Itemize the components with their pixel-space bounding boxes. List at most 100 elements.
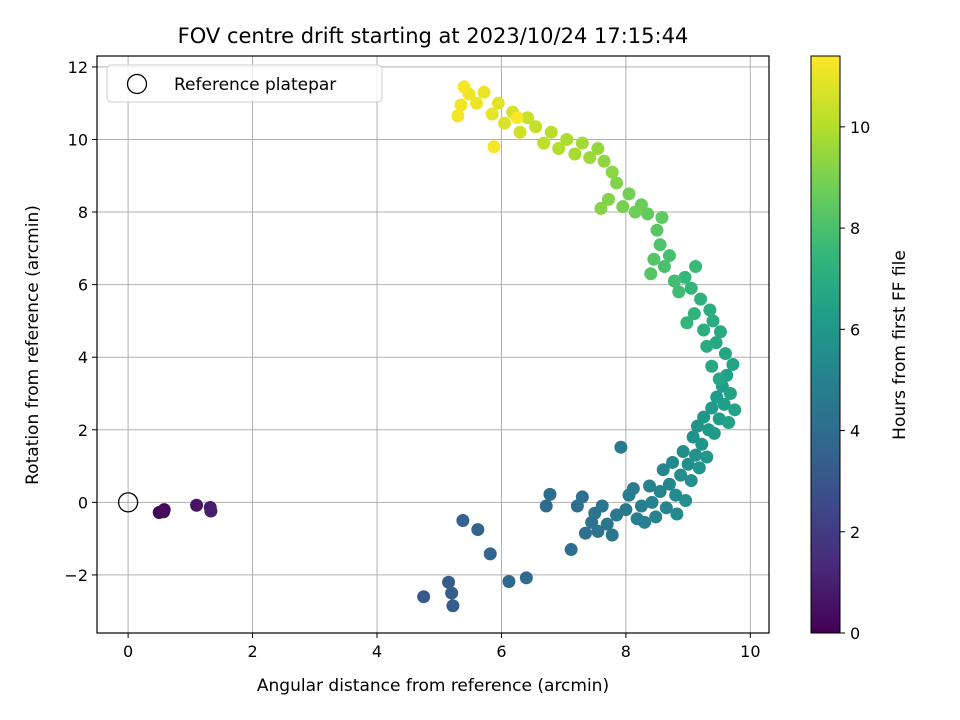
data-point: [694, 293, 707, 306]
data-point: [451, 109, 464, 122]
colorbar-tick-label: 6: [850, 320, 860, 339]
data-point: [663, 478, 676, 491]
data-point: [492, 97, 505, 110]
colorbar-tick-label: 4: [850, 422, 860, 441]
data-point: [498, 117, 511, 130]
x-tick-label: 10: [740, 642, 760, 661]
data-point: [627, 482, 640, 495]
data-point: [677, 445, 690, 458]
data-point: [543, 488, 556, 501]
data-point: [714, 325, 727, 338]
data-point: [703, 304, 716, 317]
data-point: [719, 347, 732, 360]
y-axis-label: Rotation from reference (arcmin): [23, 205, 43, 485]
data-point: [713, 372, 726, 385]
scatter-chart: FOV centre drift starting at 2023/10/24 …: [0, 0, 960, 720]
data-point: [598, 155, 611, 168]
data-point: [545, 126, 558, 139]
y-tick-label: 2: [78, 421, 88, 440]
data-point: [595, 202, 608, 215]
data-point: [502, 575, 515, 588]
data-point: [583, 151, 596, 164]
data-point: [568, 147, 581, 160]
colorbar-ticks: 0 2 4 6 8 10: [840, 118, 870, 643]
data-point: [705, 360, 718, 373]
plot-frame: [97, 56, 769, 633]
data-point: [700, 340, 713, 353]
data-point: [666, 456, 679, 469]
data-point: [700, 450, 713, 463]
data-point: [540, 499, 553, 512]
data-point: [190, 499, 203, 512]
data-point: [726, 358, 739, 371]
data-point: [565, 543, 578, 556]
data-point: [670, 507, 683, 520]
data-point: [722, 416, 735, 429]
data-point: [514, 126, 527, 139]
data-point: [724, 387, 737, 400]
y-axis-ticks: −2 0 2 4 6 8 10 12: [64, 58, 97, 585]
data-point: [417, 590, 430, 603]
colorbar-tick-label: 10: [850, 118, 870, 137]
x-axis-ticks: 0 2 4 6 8 10: [123, 633, 760, 661]
data-point: [619, 503, 632, 516]
data-point: [596, 499, 609, 512]
x-tick-label: 0: [123, 642, 133, 661]
data-point: [576, 490, 589, 503]
data-point: [649, 510, 662, 523]
data-point: [654, 238, 667, 251]
data-point: [685, 474, 698, 487]
colorbar: 0246810 Hours from first FF file: [811, 56, 910, 643]
x-tick-label: 4: [372, 642, 382, 661]
y-tick-label: 6: [78, 276, 88, 295]
data-point: [157, 505, 170, 518]
data-point: [458, 80, 471, 93]
data-point: [606, 529, 619, 542]
data-point: [644, 267, 657, 280]
data-point: [478, 86, 491, 99]
data-point: [486, 108, 499, 121]
data-point: [456, 514, 469, 527]
x-tick-label: 2: [247, 642, 257, 661]
data-point: [685, 282, 698, 295]
colorbar-tick-label: 2: [850, 523, 860, 542]
data-point: [680, 316, 693, 329]
data-point: [689, 260, 702, 273]
y-tick-label: −2: [64, 566, 88, 585]
grid: [97, 56, 769, 633]
data-point: [520, 571, 533, 584]
data-point: [708, 427, 721, 440]
colorbar-gradient: [811, 56, 840, 633]
y-tick-label: 8: [78, 203, 88, 222]
x-tick-label: 6: [496, 642, 506, 661]
data-point: [446, 599, 459, 612]
data-point: [487, 140, 500, 153]
data-point: [655, 211, 668, 224]
data-point: [471, 523, 484, 536]
data-point: [623, 187, 636, 200]
data-point: [647, 253, 660, 266]
data-point: [484, 547, 497, 560]
data-point: [614, 441, 627, 454]
data-points: [153, 80, 742, 612]
data-point: [552, 142, 565, 155]
data-point: [511, 111, 524, 124]
y-tick-label: 12: [68, 58, 88, 77]
data-point: [204, 505, 217, 518]
data-point: [579, 527, 592, 540]
data-point: [606, 166, 619, 179]
data-point: [728, 403, 741, 416]
x-tick-label: 8: [621, 642, 631, 661]
data-point: [629, 206, 642, 219]
y-tick-label: 4: [78, 348, 88, 367]
colorbar-label: Hours from first FF file: [890, 250, 910, 440]
data-point: [689, 449, 702, 462]
chart-title: FOV centre drift starting at 2023/10/24 …: [178, 24, 689, 48]
data-point: [668, 274, 681, 287]
data-point: [576, 137, 589, 150]
data-point: [695, 438, 708, 451]
data-point: [445, 587, 458, 600]
colorbar-tick-label: 8: [850, 219, 860, 238]
data-point: [658, 260, 671, 273]
x-axis-label: Angular distance from reference (arcmin): [257, 676, 609, 696]
